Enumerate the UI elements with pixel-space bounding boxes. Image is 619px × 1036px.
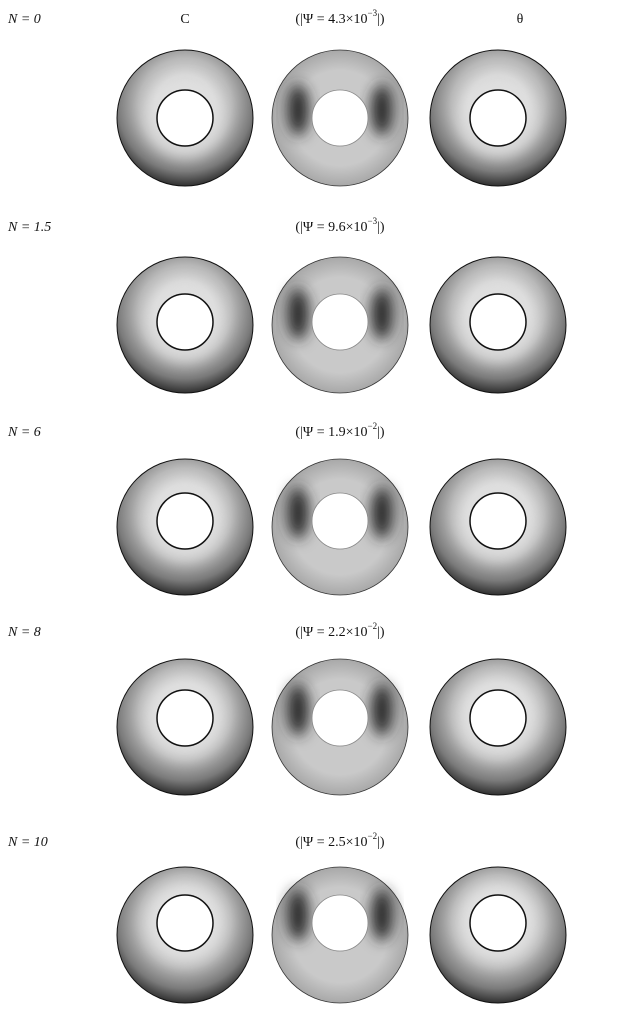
- stream-disk: [272, 459, 408, 595]
- stream-disk: [272, 867, 408, 1003]
- donut: [430, 659, 566, 795]
- psi-close: |): [377, 835, 385, 850]
- psi-label: (|Ψ = 2.5×10−2|): [295, 831, 384, 850]
- donut: [117, 257, 253, 393]
- disk-lobe: [371, 684, 393, 736]
- donut: [430, 867, 566, 1003]
- disk-hole: [312, 895, 368, 951]
- psi-text: (|Ψ = 1.9×10: [295, 425, 367, 440]
- n-label: N = 0: [7, 12, 41, 27]
- disk-hole: [312, 493, 368, 549]
- donut-hole: [470, 90, 526, 146]
- disk-lobe: [287, 84, 309, 136]
- n-label: N = 1.5: [7, 220, 51, 235]
- psi-label: (|Ψ = 9.6×10−3|): [295, 216, 384, 235]
- n-label: N = 6: [7, 425, 41, 440]
- psi-close: |): [377, 425, 385, 440]
- n-label: N = 8: [7, 625, 41, 640]
- disk-lobe: [371, 288, 393, 340]
- disk-lobe: [371, 889, 393, 941]
- donut-hole: [470, 895, 526, 951]
- stream-disk: [272, 659, 408, 795]
- page: C θ N = 0(|Ψ = 4.3×10−3|)N = 1.5(|Ψ = 9.…: [0, 0, 619, 1036]
- psi-text: (|Ψ = 4.3×10: [295, 12, 367, 27]
- psi-label: (|Ψ = 2.2×10−2|): [295, 621, 384, 640]
- psi-label: (|Ψ = 4.3×10−3|): [295, 8, 384, 27]
- donut: [430, 257, 566, 393]
- donut-hole: [470, 493, 526, 549]
- psi-close: |): [377, 220, 385, 235]
- disk-lobe: [371, 84, 393, 136]
- column-header: C: [180, 12, 189, 27]
- psi-exponent: −2: [368, 621, 378, 631]
- donut: [117, 50, 253, 186]
- psi-exponent: −3: [368, 8, 378, 18]
- psi-text: (|Ψ = 2.2×10: [295, 625, 367, 640]
- donut-hole: [157, 493, 213, 549]
- donut-hole: [470, 690, 526, 746]
- psi-label: (|Ψ = 1.9×10−2|): [295, 421, 384, 440]
- donut: [430, 50, 566, 186]
- disk-lobe: [287, 684, 309, 736]
- psi-text: (|Ψ = 2.5×10: [295, 835, 367, 850]
- donut: [117, 867, 253, 1003]
- figure: C θ N = 0(|Ψ = 4.3×10−3|)N = 1.5(|Ψ = 9.…: [0, 0, 619, 1036]
- donut-hole: [157, 690, 213, 746]
- stream-disk: [272, 50, 408, 186]
- donut-hole: [157, 294, 213, 350]
- psi-close: |): [377, 12, 385, 27]
- stream-disk: [272, 257, 408, 393]
- psi-exponent: −2: [368, 831, 378, 841]
- donut: [430, 459, 566, 595]
- disk-lobe: [371, 487, 393, 539]
- disk-hole: [312, 294, 368, 350]
- disk-lobe: [287, 889, 309, 941]
- psi-exponent: −3: [368, 216, 378, 226]
- psi-close: |): [377, 625, 385, 640]
- disk-hole: [312, 90, 368, 146]
- disk-hole: [312, 690, 368, 746]
- donut-hole: [157, 895, 213, 951]
- donut: [117, 659, 253, 795]
- column-header: θ: [517, 12, 524, 27]
- donut: [117, 459, 253, 595]
- psi-exponent: −2: [368, 421, 378, 431]
- donut-hole: [470, 294, 526, 350]
- n-label: N = 10: [7, 835, 48, 850]
- donut-hole: [157, 90, 213, 146]
- psi-text: (|Ψ = 9.6×10: [295, 220, 367, 235]
- disk-lobe: [287, 288, 309, 340]
- disk-lobe: [287, 487, 309, 539]
